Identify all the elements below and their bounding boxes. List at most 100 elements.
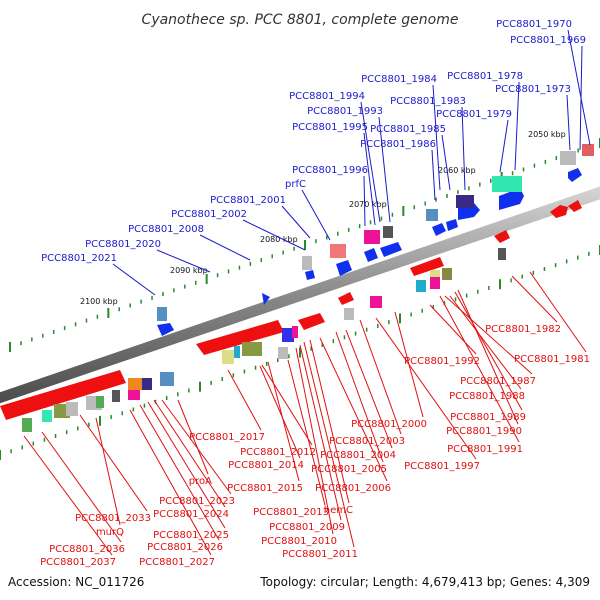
gene-label: PCC8801_2008 — [128, 224, 204, 235]
reverse-gene-arrow — [550, 205, 568, 218]
forward-gene-arrow — [364, 248, 378, 262]
gene-label: PCC8801_1985 — [370, 124, 446, 135]
gene-leader-line — [287, 359, 326, 506]
gene-leader-line — [359, 319, 402, 435]
forward-gene-arrow — [446, 219, 458, 231]
gene-leader-line — [514, 81, 520, 171]
gene-label: PCC8801_1986 — [360, 139, 436, 150]
reverse-gene-arrow — [494, 230, 510, 243]
gene-leader-line — [79, 414, 148, 512]
gene-leader-line — [281, 205, 311, 239]
gene-features — [0, 144, 594, 432]
gene-label: PCC8801_2004 — [320, 450, 396, 461]
gene-leader-line — [153, 399, 226, 508]
reverse-gene-box — [430, 270, 440, 282]
gene-label: proA — [189, 476, 212, 487]
forward-gene-box — [302, 256, 312, 270]
gene-label: PCC8801_2000 — [351, 419, 427, 430]
genome-backbone — [0, 186, 600, 404]
gene-leader-line — [261, 364, 313, 446]
gene-leader-line — [363, 175, 366, 227]
gene-label: prfC — [285, 179, 306, 190]
reverse-gene-box — [128, 378, 142, 390]
gene-leader-line — [529, 271, 587, 353]
tick-label: 2070 kbp — [349, 200, 387, 209]
gene-leader-line — [567, 29, 591, 146]
reverse-gene-labels: PCC8801_1982 PCC8801_1981 PCC8801_1992 PCC8… — [23, 271, 590, 568]
gene-label: PCC8801_2001 — [210, 195, 286, 206]
gene-leader-line — [457, 289, 519, 425]
gene-leader-line — [454, 291, 523, 411]
gene-label: PCC8801_2014 — [228, 460, 304, 471]
reverse-gene-box — [242, 342, 262, 356]
gene-leader-line — [429, 304, 477, 355]
gene-leader-line — [499, 119, 509, 173]
reverse-gene-arrow — [196, 320, 284, 355]
gene-label: PCC8801_1994 — [289, 91, 365, 102]
reverse-gene-box — [222, 350, 234, 364]
gene-leader-line — [139, 404, 220, 541]
gene-leader-line — [360, 101, 381, 223]
gene-label: PCC8801_1979 — [436, 109, 512, 120]
tick-marks — [0, 138, 600, 460]
gene-label: PCC8801_1995 — [292, 122, 368, 133]
forward-gene-arrow — [380, 242, 402, 257]
reverse-gene-box — [96, 396, 104, 408]
gene-label: PCC8801_2036 — [49, 544, 125, 555]
forward-gene-box — [383, 226, 393, 238]
gene-label: PCC8801_2037 — [40, 557, 116, 568]
reverse-gene-box — [430, 277, 440, 289]
gene-leader-line — [177, 399, 209, 475]
gene-label: PCC8801_2026 — [147, 542, 223, 553]
reverse-gene-box — [416, 280, 426, 292]
gene-leader-line — [23, 435, 113, 556]
gene-leader-line — [299, 344, 342, 521]
gene-label: PCC8801_1984 — [361, 74, 437, 85]
gene-label: PCC8801_1973 — [495, 84, 571, 95]
gene-label: PCC8801_2015 — [227, 483, 303, 494]
forward-gene-box — [560, 151, 576, 165]
forward-gene-arrow — [262, 293, 270, 305]
map-title: Cyanothece sp. PCC 8801, complete genome — [142, 12, 459, 28]
reverse-gene-box — [42, 410, 52, 422]
tick-label: 2090 kbp — [170, 266, 208, 275]
gene-label: PCC8801_2011 — [282, 549, 358, 560]
gene-leader-line — [227, 369, 262, 431]
forward-gene-box — [364, 230, 380, 244]
gene-label: PCC8801_2010 — [261, 536, 337, 547]
gene-leader-line — [242, 219, 306, 251]
forward-gene-box — [330, 244, 346, 258]
reverse-gene-box — [370, 296, 382, 308]
gene-label: PCC8801_2006 — [315, 483, 391, 494]
gene-leader-line — [95, 417, 121, 526]
gene-leader-line — [259, 365, 301, 459]
gene-leader-line — [461, 106, 466, 191]
gene-label: PCC8801_2024 — [153, 509, 229, 520]
reverse-gene-box — [292, 326, 298, 338]
gene-label: PCC8801_2017 — [189, 432, 265, 443]
gene-leader-line — [112, 263, 156, 296]
reverse-gene-box — [66, 402, 78, 416]
reverse-gene-arrow — [568, 200, 582, 212]
forward-gene-arrow — [157, 323, 174, 336]
gene-leader-line — [129, 409, 212, 556]
reverse-gene-box — [22, 418, 32, 432]
tick-label: 2100 kbp — [80, 297, 118, 306]
gene-leader-line — [378, 116, 391, 223]
reverse-gene-box — [142, 378, 152, 390]
gene-label: PCC8801_1997 — [404, 461, 480, 472]
gene-label: PCC8801_1991 — [447, 444, 523, 455]
gene-label: PCC8801_1993 — [307, 106, 383, 117]
gene-label: PCC8801_2021 — [41, 253, 117, 264]
forward-gene-box — [157, 307, 167, 321]
gene-leader-line — [363, 132, 376, 226]
gene-label: PCC8801_2009 — [269, 522, 345, 533]
gene-label: PCC8801_2002 — [171, 209, 247, 220]
accession-text: Accession: NC_011726 — [8, 575, 145, 589]
gene-leader-line — [319, 337, 388, 482]
gene-leader-line — [439, 295, 520, 443]
gene-label: PCC8801_1978 — [447, 71, 523, 82]
gene-label: PCC8801_2033 — [75, 513, 151, 524]
gene-leader-line — [345, 329, 393, 449]
